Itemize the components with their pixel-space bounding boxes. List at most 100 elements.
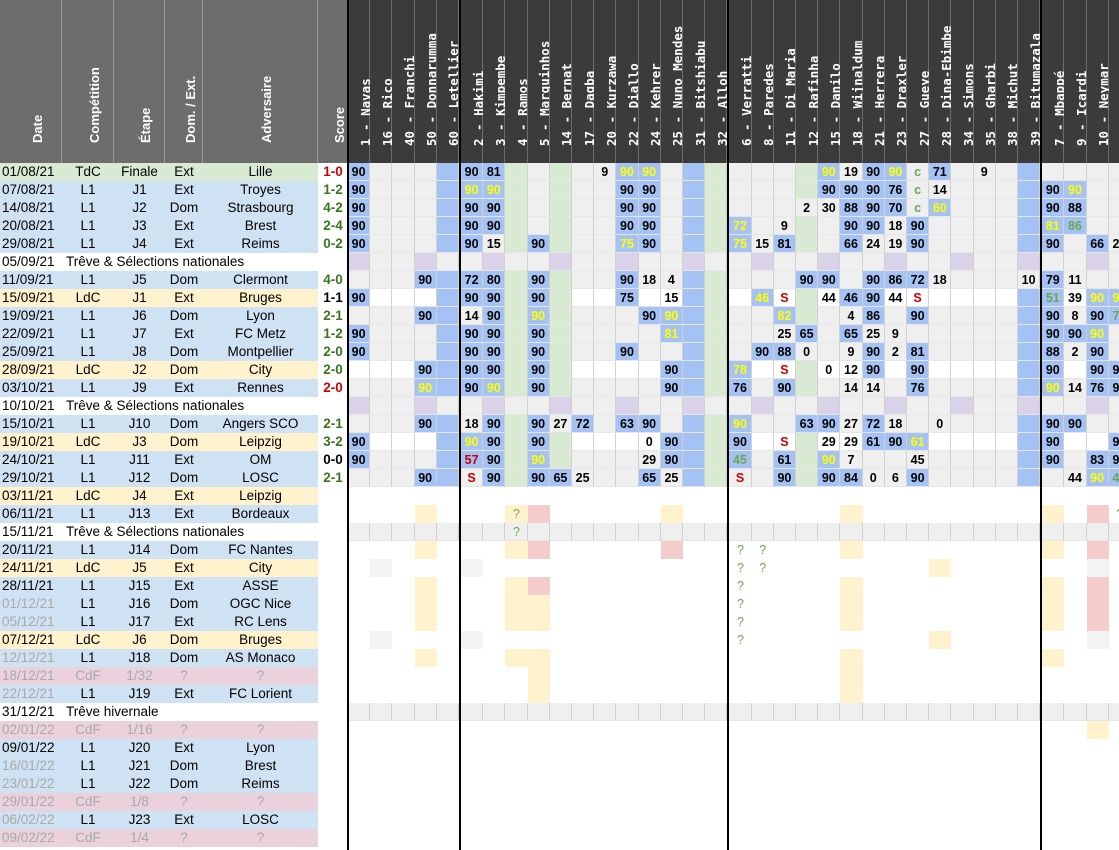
player-minutes-cell[interactable]: 90 [483, 361, 506, 379]
player-minutes-cell[interactable] [505, 415, 528, 433]
player-minutes-cell[interactable] [1018, 379, 1041, 397]
player-minutes-cell[interactable] [414, 163, 437, 181]
match-row[interactable]: 02/01/22 CdF 1/16?? [0, 721, 1119, 739]
player-minutes-cell[interactable]: 65 [638, 469, 661, 487]
player-minutes-cell[interactable] [572, 181, 595, 199]
player-minutes-cell[interactable] [594, 451, 617, 469]
player-minutes-cell[interactable]: 0 [638, 433, 661, 451]
player-minutes-cell[interactable]: 90 [348, 181, 371, 199]
player-minutes-cell[interactable] [660, 343, 683, 361]
player-minutes-cell[interactable] [796, 235, 819, 253]
match-row[interactable]: 09/02/22 CdF 1/4?? [0, 829, 1119, 847]
player-minutes-cell[interactable]: 90 [638, 415, 661, 433]
player-minutes-cell[interactable] [348, 361, 371, 379]
player-minutes-cell[interactable] [1108, 343, 1119, 361]
player-minutes-cell[interactable]: 81 [483, 163, 506, 181]
player-minutes-cell[interactable] [549, 235, 572, 253]
player-minutes-cell[interactable] [392, 181, 415, 199]
header-player-34[interactable]: 30 - Messi [1108, 0, 1119, 163]
future-availability-cell[interactable] [1086, 541, 1109, 559]
future-availability-cell[interactable] [840, 667, 863, 685]
player-minutes-cell[interactable] [594, 325, 617, 343]
player-minutes-cell[interactable] [1108, 415, 1119, 433]
player-minutes-cell[interactable] [929, 361, 952, 379]
player-minutes-cell[interactable]: 46 [1108, 469, 1119, 487]
player-minutes-cell[interactable] [705, 451, 728, 469]
player-minutes-cell[interactable] [683, 451, 706, 469]
player-minutes-cell[interactable] [951, 415, 974, 433]
future-availability-cell[interactable] [840, 685, 863, 703]
header-player-29[interactable]: 38 - Michut [995, 0, 1020, 163]
player-minutes-cell[interactable] [1018, 163, 1041, 181]
match-row[interactable]: 01/08/21 TdC Finale Ext Lille 1-0 90 90 81 9 90 90 9… [0, 163, 1119, 181]
player-minutes-cell[interactable]: 90 [818, 451, 841, 469]
player-minutes-cell[interactable] [683, 217, 706, 235]
player-minutes-cell[interactable]: 90 [729, 415, 752, 433]
player-minutes-cell[interactable]: 90 [1086, 469, 1109, 487]
player-minutes-cell[interactable]: 90 [461, 379, 484, 397]
player-minutes-cell[interactable] [951, 289, 974, 307]
player-minutes-cell[interactable]: 90 [907, 361, 930, 379]
player-minutes-cell[interactable]: 90 [907, 307, 930, 325]
player-minutes-cell[interactable]: 90 [348, 451, 371, 469]
header-player-22[interactable]: 18 - Wijnaldum [840, 0, 865, 163]
player-minutes-cell[interactable] [1064, 163, 1087, 181]
player-minutes-cell[interactable]: 90 [751, 343, 774, 361]
player-minutes-cell[interactable]: 61 [773, 451, 796, 469]
player-minutes-cell[interactable] [773, 271, 796, 289]
player-minutes-cell[interactable]: 90 [414, 469, 437, 487]
match-row[interactable]: 15/09/21 LdC J1 Ext Bruges 1-1 90 90 90 90 75 15 46 S… [0, 289, 1119, 307]
player-minutes-cell[interactable]: 72 [572, 415, 595, 433]
player-minutes-cell[interactable]: 9 [840, 343, 863, 361]
match-row[interactable]: 29/10/21 L1 J12 Dom LOSC 2-1 90 S 90 90 65 25 65 25 S 9… [0, 469, 1119, 487]
future-availability-cell[interactable] [414, 649, 437, 667]
header-player-9[interactable]: 14 - Bernat [549, 0, 574, 163]
player-minutes-cell[interactable]: 45 [729, 451, 752, 469]
player-minutes-cell[interactable] [348, 271, 371, 289]
player-minutes-cell[interactable] [796, 181, 819, 199]
player-minutes-cell[interactable]: 90 [840, 217, 863, 235]
future-availability-cell[interactable] [840, 613, 863, 631]
player-minutes-cell[interactable]: 90 [348, 217, 371, 235]
player-minutes-cell[interactable]: S [907, 289, 930, 307]
player-minutes-cell[interactable] [638, 361, 661, 379]
header-player-31[interactable]: 7 - Mbappé [1042, 0, 1067, 163]
player-minutes-cell[interactable]: 90 [1108, 433, 1119, 451]
player-minutes-cell[interactable] [995, 433, 1018, 451]
player-minutes-cell[interactable] [995, 163, 1018, 181]
player-minutes-cell[interactable] [683, 307, 706, 325]
player-minutes-cell[interactable] [638, 289, 661, 307]
player-minutes-cell[interactable] [973, 343, 996, 361]
player-minutes-cell[interactable] [862, 451, 885, 469]
player-minutes-cell[interactable] [594, 343, 617, 361]
player-minutes-cell[interactable] [929, 307, 952, 325]
future-availability-cell[interactable] [1042, 649, 1065, 667]
player-minutes-cell[interactable]: 81 [660, 325, 683, 343]
player-minutes-cell[interactable] [594, 199, 617, 217]
player-minutes-cell[interactable]: 14 [1064, 379, 1087, 397]
player-minutes-cell[interactable] [796, 361, 819, 379]
player-minutes-cell[interactable]: 61 [907, 433, 930, 451]
player-minutes-cell[interactable] [1042, 469, 1065, 487]
player-minutes-cell[interactable]: 8 [1064, 307, 1087, 325]
future-availability-cell[interactable] [370, 631, 393, 649]
player-minutes-cell[interactable] [436, 271, 459, 289]
player-minutes-cell[interactable] [951, 181, 974, 199]
header-player-17[interactable]: 6 - Verratti [729, 0, 754, 163]
player-minutes-cell[interactable] [1086, 217, 1109, 235]
player-minutes-cell[interactable]: 0 [818, 361, 841, 379]
player-minutes-cell[interactable]: 82 [773, 307, 796, 325]
player-minutes-cell[interactable] [995, 289, 1018, 307]
player-minutes-cell[interactable]: 90 [862, 343, 885, 361]
player-minutes-cell[interactable]: 9 [773, 217, 796, 235]
player-minutes-cell[interactable]: 90 [527, 289, 550, 307]
player-minutes-cell[interactable]: 90 [616, 343, 639, 361]
player-minutes-cell[interactable] [370, 289, 393, 307]
future-availability-cell[interactable] [660, 541, 683, 559]
break-row[interactable]: 31/12/21 Trêve hivernale [0, 703, 1119, 721]
future-availability-cell[interactable] [414, 613, 437, 631]
player-minutes-cell[interactable] [951, 217, 974, 235]
player-minutes-cell[interactable] [907, 415, 930, 433]
player-minutes-cell[interactable] [884, 307, 907, 325]
player-minutes-cell[interactable]: 25 [660, 469, 683, 487]
